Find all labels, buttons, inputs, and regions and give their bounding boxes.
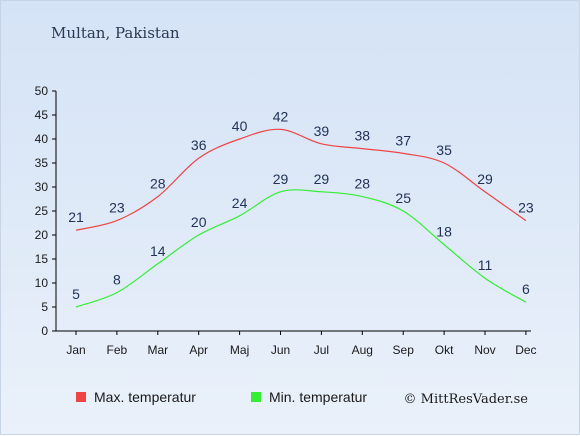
series-layer — [75, 128, 527, 308]
min-temp-label: 20 — [191, 214, 207, 230]
min-temp-label: 24 — [232, 195, 248, 211]
min-temp-label: 29 — [314, 171, 330, 187]
max-temp-label: 21 — [68, 209, 84, 225]
y-tick-label: 50 — [35, 84, 49, 98]
max-temp-label: 42 — [273, 108, 289, 124]
max-temp-label: 28 — [150, 176, 166, 192]
min-temp-label: 29 — [273, 171, 289, 187]
x-tick-label: Nov — [474, 343, 495, 357]
min-temp-label: 18 — [436, 224, 452, 240]
x-tick-label: Apr — [189, 343, 208, 357]
min-temp-legend-swatch — [251, 392, 261, 402]
min-temp-label: 8 — [113, 272, 121, 288]
y-tick-label: 20 — [35, 228, 49, 242]
y-tick-label: 45 — [35, 108, 49, 122]
x-tick-label: Jan — [66, 343, 85, 357]
axes: 0 5 10 15 20 25 30 35 40 45 50 Jan Feb Mar Apr Maj Jun Ju… — [35, 84, 537, 357]
max-temp-legend-swatch — [76, 392, 86, 402]
max-temp-label: 23 — [518, 200, 534, 216]
max-temp-label: 39 — [314, 123, 330, 139]
x-tick-label: Dec — [515, 343, 536, 357]
min-temp-label: 5 — [72, 286, 80, 302]
x-tick-label: Jul — [314, 343, 329, 357]
y-tick-label: 5 — [41, 300, 48, 314]
max-temp-label: 38 — [355, 128, 371, 144]
min-temp-label: 6 — [522, 281, 530, 297]
max-temp-line — [75, 128, 527, 231]
y-tick-label: 10 — [35, 276, 49, 290]
x-tick-label: Mar — [147, 343, 168, 357]
y-tick-label: 35 — [35, 156, 49, 170]
legend: Max. temperatur Min. temperatur — [76, 389, 367, 405]
chart-title: Multan, Pakistan — [51, 24, 180, 42]
max-temp-legend-label: Max. temperatur — [94, 389, 196, 405]
x-tick-label: Jun — [271, 343, 290, 357]
min-temp-legend-label: Min. temperatur — [269, 389, 367, 405]
y-tick-label: 15 — [35, 252, 49, 266]
max-temp-label: 23 — [109, 200, 125, 216]
x-tick-label: Aug — [352, 343, 373, 357]
max-temp-label: 40 — [232, 118, 248, 134]
x-tick-label: Sep — [393, 343, 415, 357]
y-tick-label: 40 — [35, 132, 49, 146]
min-temp-label: 25 — [395, 190, 411, 206]
y-tick-label: 30 — [35, 180, 49, 194]
data-labels: 21 23 28 36 40 42 39 38 37 35 29 23 5 8 14 20 24 29 29 28 25… — [68, 108, 534, 302]
max-temp-label: 29 — [477, 171, 493, 187]
x-tick-label: Feb — [107, 343, 128, 357]
min-temp-label: 28 — [355, 176, 371, 192]
credit-text: © MittResVader.se — [404, 392, 529, 407]
min-temp-label: 14 — [150, 243, 166, 259]
max-temp-label: 36 — [191, 137, 207, 153]
y-tick-label: 0 — [41, 324, 48, 338]
x-tick-label: Okt — [435, 343, 454, 357]
min-temp-line — [75, 189, 527, 308]
y-tick-label: 25 — [35, 204, 49, 218]
max-temp-label: 37 — [395, 132, 411, 148]
min-temp-label: 11 — [478, 257, 493, 273]
max-temp-label: 35 — [436, 142, 452, 158]
x-tick-label: Maj — [230, 343, 249, 357]
